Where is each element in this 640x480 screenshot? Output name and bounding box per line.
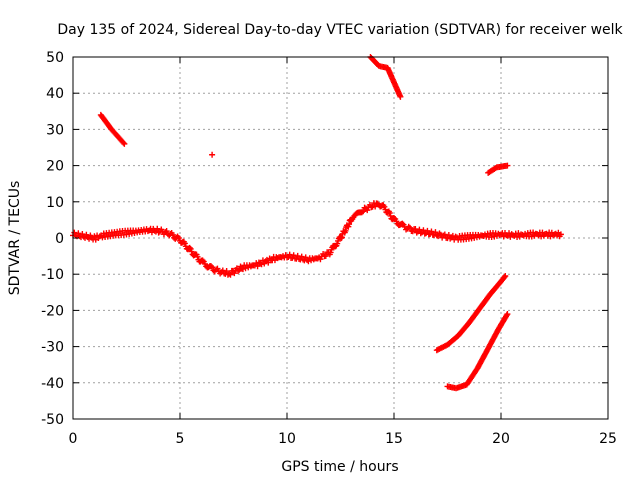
y-tick-label: -30 — [41, 340, 64, 356]
data-point — [181, 240, 188, 247]
data-point — [121, 140, 128, 147]
data-point — [169, 231, 176, 238]
data-point — [338, 235, 345, 242]
data-point — [386, 209, 393, 216]
data-point — [227, 271, 234, 278]
data-point — [175, 234, 182, 241]
y-tick-label: 50 — [46, 50, 64, 66]
data-point — [504, 162, 511, 169]
data-point — [71, 229, 78, 236]
data-points — [70, 54, 564, 392]
data-point — [504, 311, 511, 318]
grid-lines — [73, 57, 608, 419]
x-tick-label: 0 — [69, 431, 78, 447]
y-tick-label: -20 — [41, 303, 64, 319]
y-tick-label: 30 — [46, 122, 64, 138]
data-point — [557, 231, 564, 238]
data-point — [399, 220, 406, 227]
y-tick-label: -10 — [41, 267, 64, 283]
x-tick-label: 10 — [278, 431, 296, 447]
x-tick-label: 15 — [385, 431, 403, 447]
y-tick-label: 10 — [46, 195, 64, 211]
data-point — [199, 257, 206, 264]
data-point — [364, 207, 371, 214]
y-tick-label: 20 — [46, 159, 64, 175]
y-axis-label: SDTVAR / TECUs — [7, 181, 23, 296]
data-point — [342, 227, 349, 234]
y-tick-label: 0 — [55, 231, 64, 247]
data-point — [231, 270, 238, 277]
axis-ticks: 0 5 10 15 20 25 -50 -40 -30 -20 -10 0 10 20 30 40 50 — [41, 50, 617, 447]
x-tick-label: 20 — [492, 431, 510, 447]
chart-title: Day 135 of 2024, Sidereal Day-to-day VTE… — [57, 22, 623, 38]
data-point — [338, 234, 345, 241]
data-point — [209, 264, 216, 271]
y-tick-label: -40 — [41, 376, 64, 392]
data-point — [407, 224, 414, 231]
y-tick-label: 40 — [46, 86, 64, 102]
data-point — [391, 215, 397, 222]
y-tick-label: -50 — [41, 412, 64, 428]
x-axis-label: GPS time / hours — [281, 459, 398, 475]
data-point — [120, 139, 127, 146]
data-point — [397, 93, 404, 100]
data-point — [194, 253, 201, 260]
x-tick-label: 5 — [176, 431, 185, 447]
data-point — [432, 229, 439, 236]
x-tick-label: 25 — [599, 431, 617, 447]
data-point — [163, 228, 170, 235]
data-point — [209, 151, 216, 158]
data-point — [503, 312, 510, 319]
data-point — [346, 221, 353, 228]
data-point — [186, 244, 193, 251]
data-point — [322, 252, 329, 259]
data-point — [207, 263, 214, 270]
data-point — [501, 274, 508, 281]
data-point — [502, 273, 509, 280]
